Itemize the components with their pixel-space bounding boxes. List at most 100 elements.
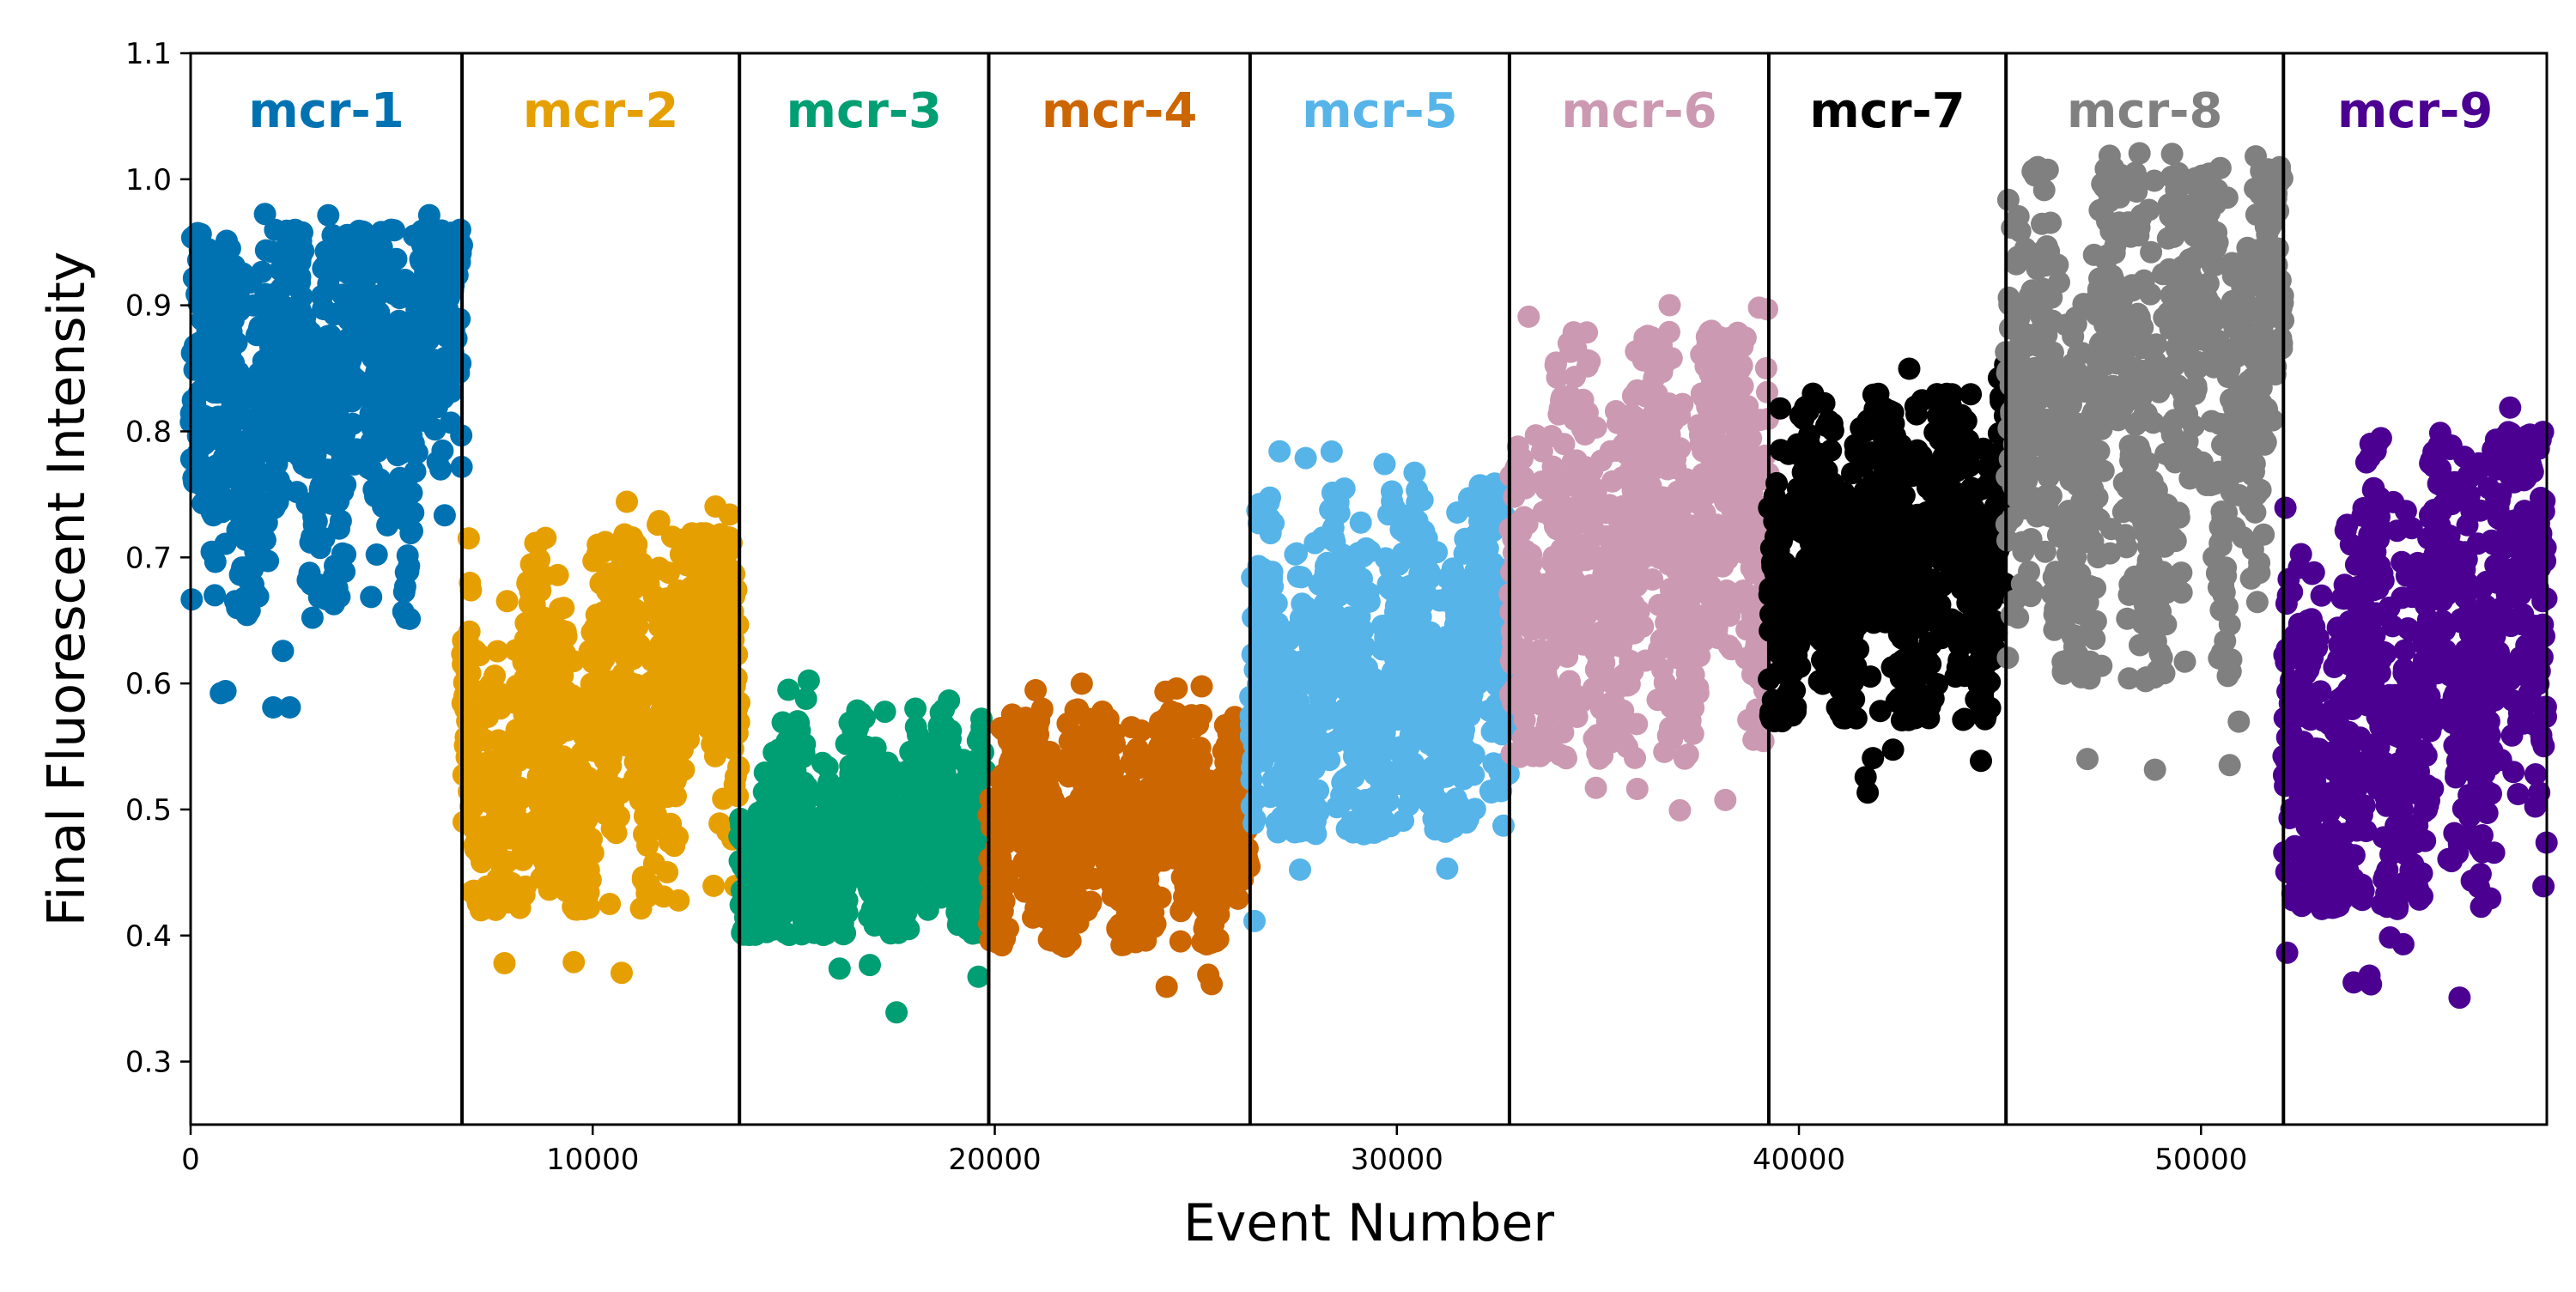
data-point — [383, 219, 406, 242]
data-point — [204, 584, 227, 607]
data-point — [1333, 477, 1356, 500]
data-point — [835, 901, 859, 925]
series-mcr-3 — [728, 669, 1000, 1024]
data-point-outlier — [271, 640, 295, 663]
data-point — [939, 719, 963, 743]
data-point — [1578, 349, 1601, 373]
data-point-outlier — [967, 965, 990, 988]
data-point — [1425, 541, 1449, 564]
data-point-outlier — [1165, 677, 1188, 700]
data-point — [608, 805, 630, 828]
data-point — [385, 247, 408, 270]
data-point-outlier — [493, 952, 516, 974]
data-point-outlier — [1243, 909, 1266, 932]
data-point — [555, 625, 578, 648]
series-mcr-5 — [1239, 440, 1521, 932]
data-point — [1327, 501, 1351, 525]
data-point — [1462, 743, 1485, 766]
data-point — [1190, 704, 1213, 726]
data-point-outlier — [317, 203, 340, 227]
data-point — [440, 380, 463, 403]
data-point — [578, 896, 601, 919]
data-point — [246, 585, 270, 608]
data-point — [1358, 590, 1381, 613]
data-point — [1262, 512, 1285, 535]
data-point-outlier — [1436, 857, 1459, 880]
data-point — [483, 664, 507, 688]
data-point — [997, 917, 1019, 940]
data-point-outlier — [214, 680, 237, 702]
data-point — [459, 579, 483, 602]
data-point — [251, 260, 274, 283]
data-point — [292, 240, 315, 263]
data-point — [459, 662, 482, 685]
data-point — [334, 543, 357, 566]
data-point-outlier — [1320, 440, 1343, 463]
data-point — [1555, 747, 1577, 770]
data-point — [667, 889, 690, 912]
data-point-outlier — [1268, 440, 1291, 463]
data-point — [1584, 416, 1607, 439]
data-point — [1079, 890, 1103, 913]
data-point — [1169, 930, 1192, 953]
data-point — [853, 707, 876, 730]
data-point — [1190, 749, 1213, 772]
data-point — [495, 590, 519, 613]
data-point — [702, 874, 726, 897]
data-point — [301, 606, 324, 629]
data-point — [1624, 746, 1646, 769]
data-point-outlier — [1190, 675, 1213, 698]
data-point — [431, 439, 454, 462]
data-point — [1265, 591, 1288, 615]
data-point — [1103, 732, 1127, 755]
data-point — [552, 597, 575, 620]
data-point — [725, 578, 748, 601]
data-point-outlier — [616, 490, 638, 513]
points-layer — [179, 142, 2558, 1024]
data-point — [672, 758, 696, 781]
data-point — [204, 550, 227, 573]
data-point-outlier — [1403, 461, 1426, 484]
data-point — [486, 640, 509, 663]
data-point — [334, 473, 357, 496]
data-point — [546, 563, 569, 586]
data-point-outlier — [718, 503, 741, 526]
data-point — [1411, 488, 1434, 512]
data-point — [246, 490, 269, 513]
data-point — [400, 482, 423, 505]
data-point — [429, 458, 453, 481]
data-point — [1243, 808, 1267, 831]
data-point — [534, 526, 557, 549]
data-point — [257, 549, 280, 573]
data-point — [1576, 321, 1599, 344]
data-point — [1304, 822, 1327, 846]
data-point — [726, 643, 749, 666]
data-point — [225, 331, 248, 355]
data-point-outlier — [938, 689, 961, 712]
data-point — [1520, 552, 1543, 575]
data-point — [897, 918, 920, 941]
data-point — [1307, 779, 1330, 802]
data-point — [333, 561, 356, 583]
data-point — [305, 510, 328, 533]
data-point — [329, 509, 352, 532]
data-point — [404, 460, 427, 483]
series-mcr-4 — [977, 672, 1261, 998]
data-point — [448, 307, 471, 331]
data-point-outlier — [417, 203, 440, 227]
data-point — [218, 237, 241, 260]
data-point-outlier — [885, 1001, 908, 1024]
data-point-outlier — [1373, 452, 1396, 476]
data-point — [1349, 511, 1372, 534]
data-point-outlier — [562, 950, 586, 974]
data-point — [398, 607, 422, 630]
data-point — [290, 285, 313, 308]
data-point — [658, 561, 680, 585]
series-mcr-2 — [451, 490, 750, 985]
data-point-outlier — [253, 203, 276, 226]
data-point — [1463, 798, 1486, 821]
data-point — [291, 221, 313, 244]
data-point — [341, 412, 364, 435]
data-point — [665, 785, 687, 808]
